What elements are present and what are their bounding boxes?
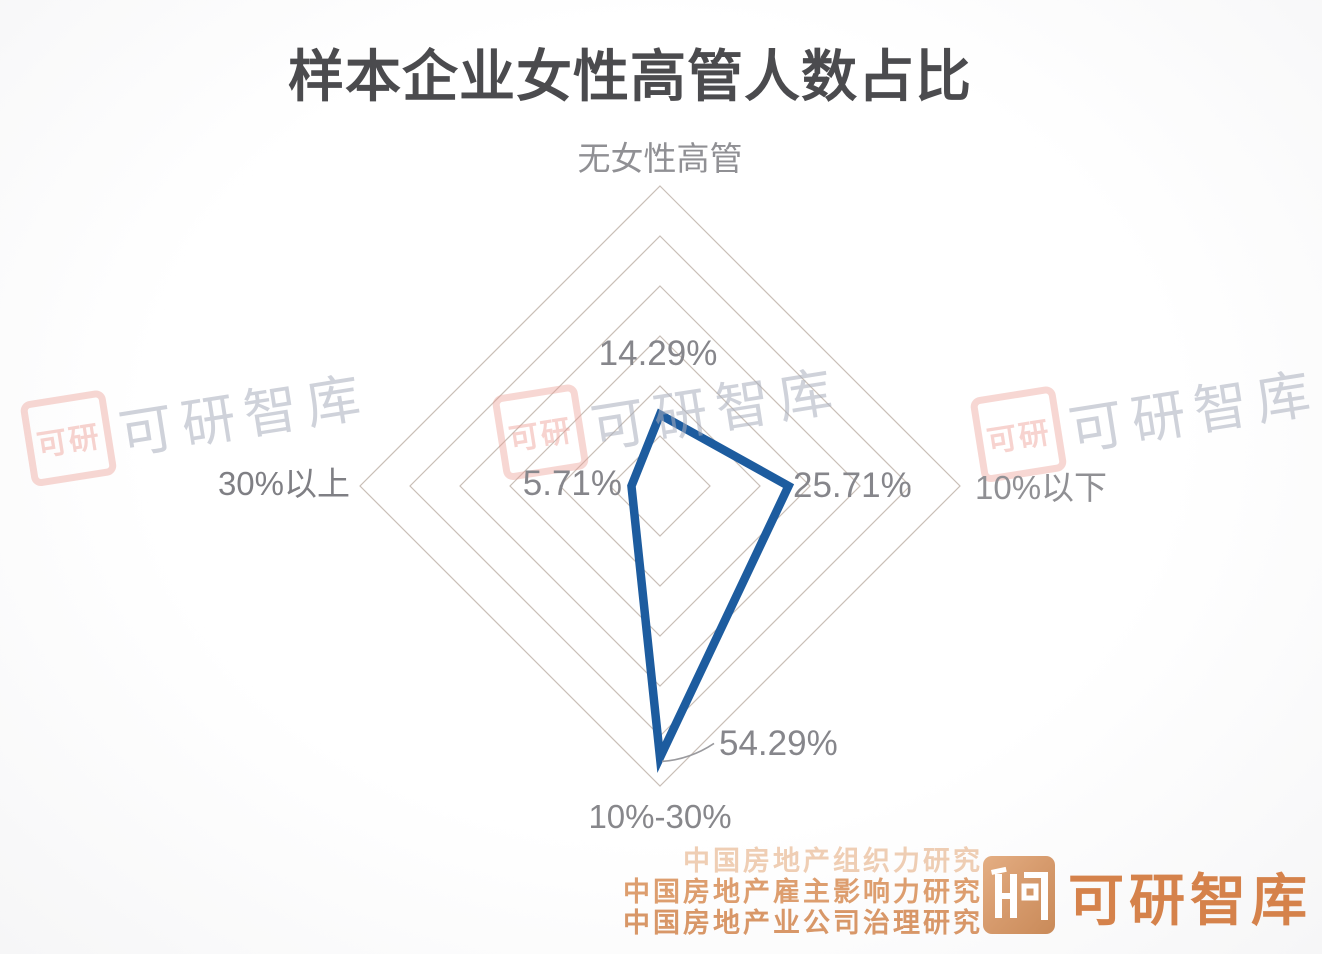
research-line-3: 中国房地产业公司治理研究 bbox=[623, 908, 983, 938]
radar-grid-ring bbox=[359, 185, 961, 787]
value-label-left: 5.71% bbox=[522, 464, 622, 504]
research-line-1: 中国房地产组织力研究 bbox=[683, 846, 983, 876]
radar-data-polygon bbox=[627, 408, 795, 773]
chart-title: 样本企业女性高管人数占比 bbox=[288, 45, 972, 108]
value-label-right: 25.71% bbox=[793, 466, 912, 506]
value-leader-line bbox=[661, 742, 715, 763]
axis-label-10-30pct: 10%-30% bbox=[588, 798, 732, 835]
axis-label-no-female-exec: 无女性高管 bbox=[577, 140, 743, 177]
value-label-bottom: 54.29% bbox=[719, 724, 838, 764]
radar-grid-ring bbox=[459, 285, 861, 687]
footer-research-lines: 中国房地产组织力研究 中国房地产雇主影响力研究 中国房地产业公司治理研究 bbox=[623, 846, 983, 939]
axis-label-above-30pct: 30%以上 bbox=[217, 465, 350, 503]
radar-grid-ring bbox=[509, 335, 811, 637]
brand-wordmark: 可研智库 bbox=[1068, 871, 1312, 933]
axis-label-below-10pct: 10%以下 bbox=[975, 469, 1108, 507]
brand-seal-icon bbox=[983, 856, 1055, 934]
value-label-top: 14.29% bbox=[598, 334, 718, 373]
radar-grid-ring bbox=[609, 435, 711, 537]
research-line-2: 中国房地产雇主影响力研究 bbox=[623, 877, 983, 907]
